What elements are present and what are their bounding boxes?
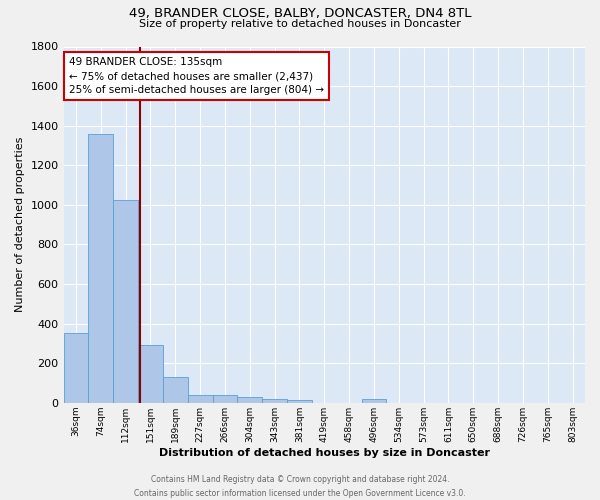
Text: 49, BRANDER CLOSE, BALBY, DONCASTER, DN4 8TL: 49, BRANDER CLOSE, BALBY, DONCASTER, DN4… <box>129 8 471 20</box>
Bar <box>88 134 113 403</box>
Y-axis label: Number of detached properties: Number of detached properties <box>15 137 25 312</box>
Bar <box>113 200 138 403</box>
Bar <box>64 333 88 403</box>
Bar <box>163 377 188 403</box>
Text: Size of property relative to detached houses in Doncaster: Size of property relative to detached ho… <box>139 19 461 29</box>
X-axis label: Distribution of detached houses by size in Doncaster: Distribution of detached houses by size … <box>159 448 490 458</box>
Text: Contains HM Land Registry data © Crown copyright and database right 2024.
Contai: Contains HM Land Registry data © Crown c… <box>134 476 466 498</box>
Bar <box>262 399 287 403</box>
Bar <box>188 395 212 403</box>
Bar <box>362 399 386 403</box>
Bar <box>287 400 312 403</box>
Bar <box>238 397 262 403</box>
Bar <box>212 396 238 403</box>
Bar <box>138 345 163 403</box>
Text: 49 BRANDER CLOSE: 135sqm
← 75% of detached houses are smaller (2,437)
25% of sem: 49 BRANDER CLOSE: 135sqm ← 75% of detach… <box>69 57 324 95</box>
